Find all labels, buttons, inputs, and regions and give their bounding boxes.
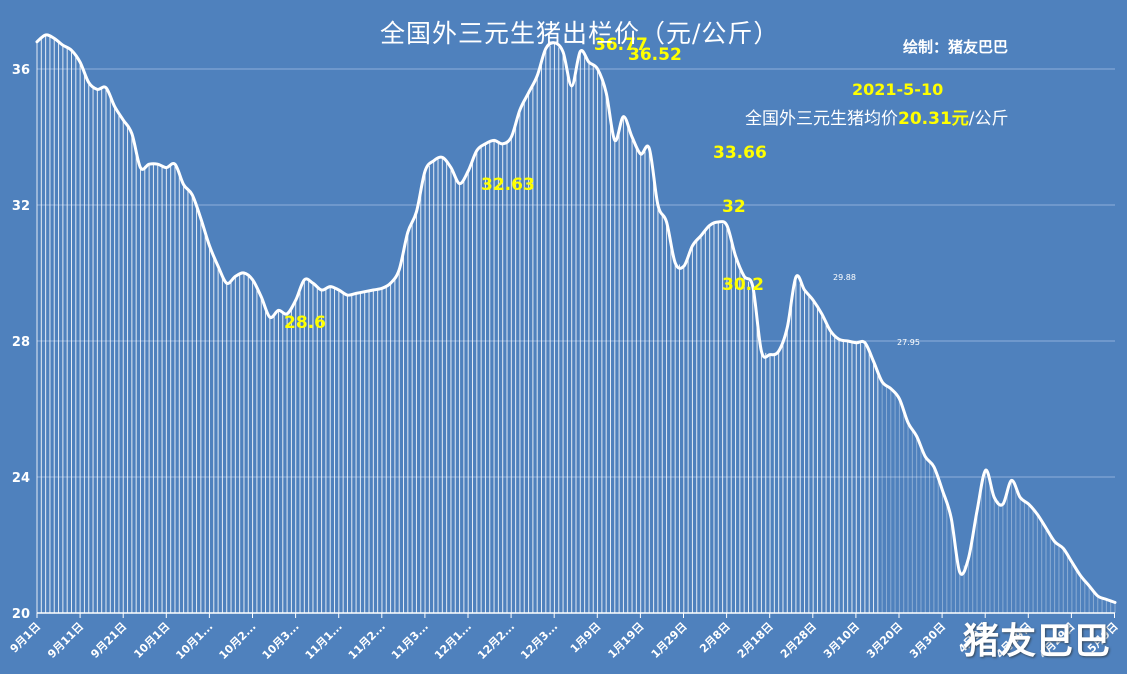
avg-value: 20.31元	[898, 109, 969, 129]
x-tick-label: 9月11日	[45, 620, 86, 661]
x-tick-label: 2月8日	[697, 620, 733, 656]
x-tick-label: 3月10日	[821, 620, 862, 661]
price-line	[35, 33, 1117, 604]
data-annotation: 32.63	[481, 175, 535, 195]
y-tick-label: 24	[12, 471, 30, 486]
avg-prefix: 全国外三元生猪均价	[745, 109, 898, 129]
date-note: 2021-5-10	[852, 80, 944, 99]
drop-lines	[36, 35, 1116, 613]
data-annotation: 32	[722, 197, 746, 217]
data-annotation: 33.66	[713, 143, 767, 163]
average-price-note: 全国外三元生猪均价20.31元/公斤	[745, 104, 1009, 129]
x-tick-label: 9月21日	[88, 620, 129, 661]
x-tick-label: 1月29日	[649, 620, 690, 661]
x-tick-label: 10月1日	[131, 620, 172, 661]
avg-suffix: /公斤	[968, 109, 1009, 129]
data-annotation: 29.88	[833, 273, 856, 282]
y-tick-label: 36	[12, 63, 30, 78]
x-tick-label: 10月1...	[173, 620, 215, 662]
x-axis: 9月1日 9月11日 9月21日 10月1日 10月1... 10月2... 10月3...…	[8, 612, 1121, 662]
x-tick-label: 2月18日	[735, 620, 776, 661]
x-tick-label: 3月20日	[864, 620, 905, 661]
x-tick-label: 1月19日	[606, 620, 647, 661]
x-tick-label: 3月30日	[907, 620, 948, 661]
data-annotation: 36.52	[628, 45, 682, 65]
credit-text: 绘制：猪友巴巴	[903, 38, 1009, 56]
x-tick-label: 12月1...	[432, 620, 474, 662]
x-tick-label: 1月9日	[568, 620, 604, 656]
chart-title: 全国外三元生猪出栏价（元/公斤）	[380, 19, 780, 48]
data-annotation: 28.6	[284, 313, 326, 333]
x-tick-label: 11月1...	[303, 620, 345, 662]
x-tick-label: 10月3...	[260, 620, 302, 662]
y-tick-label: 28	[12, 335, 30, 350]
data-annotation: 30.2	[722, 275, 764, 295]
data-annotation: 27.95	[897, 338, 920, 347]
x-tick-label: 11月2...	[346, 620, 388, 662]
y-tick-label: 32	[12, 199, 30, 214]
x-tick-label: 9月1日	[8, 620, 44, 656]
x-tick-label: 10月2...	[217, 620, 259, 662]
x-tick-label: 11月3...	[389, 620, 431, 662]
x-tick-label: 12月2...	[475, 620, 517, 662]
y-axis: 20 24 28 32 36	[12, 63, 30, 622]
data-annotation: 36.77	[594, 35, 648, 55]
x-tick-label: 12月3...	[518, 620, 560, 662]
y-tick-label: 20	[12, 607, 30, 622]
watermark: 猪友巴巴	[963, 621, 1112, 662]
x-tick-label: 2月28日	[778, 620, 819, 661]
